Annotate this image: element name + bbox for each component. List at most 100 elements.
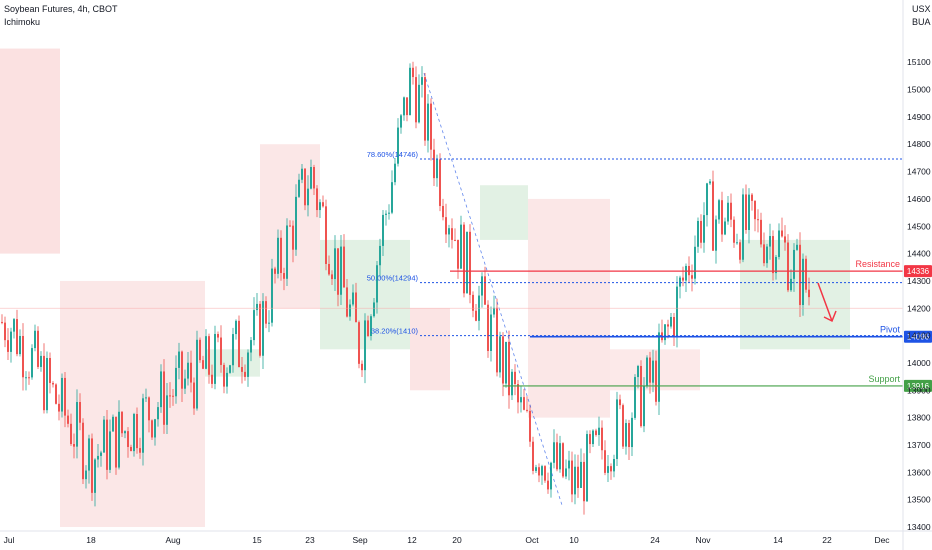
- candle-body: [529, 410, 531, 442]
- candle-body: [34, 330, 36, 349]
- candle-body: [649, 357, 651, 383]
- x-tick-label: Jul: [4, 535, 15, 545]
- candle-body: [586, 434, 588, 502]
- candle-body: [490, 314, 492, 351]
- candle-body: [241, 367, 243, 372]
- candle-body: [574, 466, 576, 495]
- candle-body: [700, 220, 702, 243]
- candle-body: [145, 397, 147, 399]
- candle-body: [418, 84, 420, 123]
- candle-body: [682, 277, 684, 281]
- candle-body: [43, 355, 45, 411]
- candle-body: [118, 411, 120, 468]
- candle-body: [565, 468, 567, 477]
- candle-body: [64, 377, 66, 416]
- candle-body: [760, 219, 762, 245]
- candle-body: [1, 321, 3, 323]
- candle-body: [409, 67, 411, 116]
- x-tick-label: 23: [305, 535, 315, 545]
- candle-body: [808, 289, 810, 298]
- pivot-label: Pivot: [880, 325, 901, 335]
- candle-body: [103, 419, 105, 453]
- candle-body: [70, 423, 72, 445]
- candle-body: [388, 212, 390, 214]
- support-price-badge-text: 13916: [907, 382, 930, 391]
- candle-body: [673, 317, 675, 338]
- candle-body: [640, 365, 642, 427]
- candle-body: [604, 450, 606, 473]
- candle-body: [424, 77, 426, 141]
- currency-label-top: USX: [912, 4, 931, 14]
- resistance-price-badge: [904, 265, 932, 278]
- candle-body: [544, 466, 546, 481]
- candle-body: [268, 322, 270, 324]
- candle-body: [229, 365, 231, 373]
- candle-body: [202, 360, 204, 369]
- candle-body: [619, 399, 621, 406]
- candle-body: [541, 466, 543, 476]
- candle-body: [340, 246, 342, 295]
- candle-body: [259, 303, 261, 356]
- candle-body: [754, 200, 756, 220]
- candle-body: [247, 352, 249, 377]
- y-tick-label: 13500: [907, 495, 931, 505]
- resistance-label: Resistance: [855, 259, 900, 269]
- candle-body: [748, 194, 750, 230]
- candle-body: [292, 225, 294, 250]
- candle-body: [502, 336, 504, 384]
- candle-body: [697, 220, 699, 247]
- candle-body: [421, 77, 423, 85]
- candle-body: [343, 246, 345, 288]
- candle-body: [763, 244, 765, 264]
- candle-body: [622, 405, 624, 447]
- candle-body: [727, 202, 729, 222]
- candle-body: [274, 268, 276, 274]
- candle-body: [325, 206, 327, 264]
- candle-body: [592, 430, 594, 445]
- candle-body: [94, 459, 96, 493]
- candle-body: [433, 149, 435, 179]
- candle-body: [559, 443, 561, 470]
- candle-body: [415, 77, 417, 123]
- candle-body: [589, 434, 591, 445]
- candle-body: [520, 397, 522, 403]
- candle-body: [289, 225, 291, 227]
- candle-body: [238, 320, 240, 368]
- candle-body: [733, 219, 735, 243]
- ichimoku-cloud-1: [60, 280, 205, 527]
- candle-body: [334, 248, 336, 280]
- candle-body: [346, 287, 348, 317]
- candle-body: [427, 103, 429, 141]
- x-tick-label: 22: [822, 535, 832, 545]
- candle-body: [769, 236, 771, 247]
- x-tick-label: 20: [452, 535, 462, 545]
- candle-body: [496, 307, 498, 373]
- x-tick-label: 10: [569, 535, 579, 545]
- candle-body: [730, 202, 732, 220]
- candle-body: [598, 427, 600, 435]
- candle-body: [685, 265, 687, 281]
- candle-body: [469, 231, 471, 295]
- candle-body: [361, 363, 363, 371]
- candle-body: [283, 273, 285, 279]
- candle-body: [463, 224, 465, 294]
- candle-body: [595, 430, 597, 435]
- candle-body: [73, 444, 75, 447]
- candle-body: [352, 292, 354, 305]
- y-tick-label: 14700: [907, 167, 931, 177]
- candle-body: [625, 423, 627, 447]
- y-tick-label: 13600: [907, 467, 931, 477]
- candle-body: [40, 355, 42, 367]
- candle-body: [28, 377, 30, 379]
- candle-body: [676, 286, 678, 338]
- candle-body: [331, 274, 333, 280]
- candle-body: [307, 188, 309, 206]
- forecast-arrow: [817, 282, 837, 323]
- x-tick-label: Aug: [165, 535, 180, 545]
- currency-label-bottom: BUA: [912, 17, 931, 27]
- candle-body: [97, 455, 99, 460]
- candle-body: [511, 371, 513, 396]
- y-tick-label: 14200: [907, 303, 931, 313]
- candle-body: [253, 310, 255, 341]
